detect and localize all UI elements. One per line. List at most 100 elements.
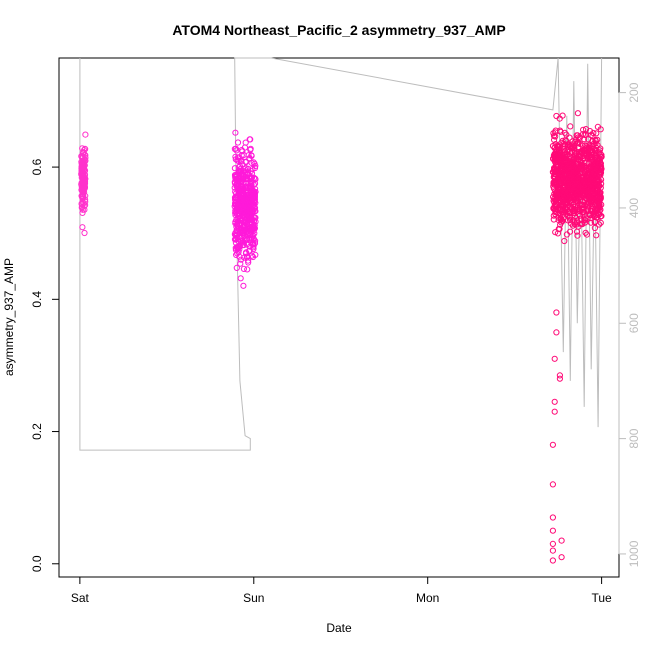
data-point bbox=[250, 227, 257, 234]
data-point bbox=[568, 141, 575, 148]
data-point bbox=[551, 408, 558, 415]
data-point bbox=[237, 260, 244, 267]
data-point bbox=[551, 398, 558, 405]
data-point bbox=[558, 139, 565, 146]
data-point bbox=[571, 208, 578, 215]
data-point bbox=[594, 136, 601, 143]
data-point bbox=[597, 213, 604, 220]
data-point bbox=[244, 228, 251, 235]
data-point bbox=[597, 168, 604, 176]
data-point bbox=[249, 208, 256, 215]
data-point bbox=[554, 154, 561, 161]
data-point bbox=[246, 155, 253, 162]
data-point bbox=[235, 168, 242, 176]
data-point bbox=[240, 282, 247, 289]
data-point bbox=[549, 547, 557, 554]
data-point bbox=[588, 184, 595, 191]
data-point bbox=[583, 231, 591, 238]
right-tick-label: 600 bbox=[627, 313, 641, 333]
data-point bbox=[81, 182, 88, 189]
data-point bbox=[82, 157, 89, 164]
data-point bbox=[237, 214, 244, 221]
data-point bbox=[573, 156, 580, 163]
x-axis-label: Date bbox=[326, 621, 352, 635]
data-point bbox=[593, 232, 600, 239]
data-point bbox=[569, 162, 576, 169]
data-point bbox=[553, 329, 560, 336]
right-axis: 200 400 600 800 1000 bbox=[618, 82, 641, 567]
data-point bbox=[232, 145, 239, 152]
data-point bbox=[571, 187, 578, 194]
data-point bbox=[552, 203, 559, 210]
data-point bbox=[240, 265, 247, 272]
y-axis-label: asymmetry_937_AMP bbox=[2, 258, 16, 376]
data-point bbox=[573, 132, 580, 139]
data-point bbox=[251, 196, 258, 203]
data-point bbox=[555, 166, 562, 173]
data-point bbox=[581, 219, 589, 226]
data-point bbox=[567, 228, 574, 235]
data-point bbox=[237, 275, 244, 282]
right-tick-label: 200 bbox=[627, 82, 641, 102]
data-point bbox=[559, 202, 566, 209]
plot-frame bbox=[58, 57, 620, 578]
data-point bbox=[235, 215, 242, 222]
data-point bbox=[581, 186, 588, 193]
data-point bbox=[239, 197, 246, 204]
data-point bbox=[245, 171, 252, 178]
data-point bbox=[81, 229, 88, 237]
data-point bbox=[231, 165, 238, 172]
data-point bbox=[237, 256, 245, 263]
data-point bbox=[598, 180, 605, 188]
data-point bbox=[552, 205, 559, 212]
data-point bbox=[560, 165, 567, 172]
data-point bbox=[232, 129, 239, 136]
data-point bbox=[80, 193, 87, 200]
data-point bbox=[565, 161, 572, 168]
data-point bbox=[567, 187, 574, 194]
data-point bbox=[587, 197, 595, 204]
data-point bbox=[250, 159, 257, 166]
data-point bbox=[231, 236, 239, 243]
data-point bbox=[250, 207, 257, 214]
data-point bbox=[549, 557, 557, 564]
data-point bbox=[557, 176, 564, 183]
data-point bbox=[576, 157, 584, 164]
data-point bbox=[592, 205, 599, 212]
data-point bbox=[82, 131, 89, 138]
data-point bbox=[559, 208, 566, 216]
data-point bbox=[577, 176, 584, 183]
data-point bbox=[235, 203, 242, 210]
data-point bbox=[550, 180, 557, 187]
data-point bbox=[594, 155, 601, 162]
data-point bbox=[244, 216, 251, 223]
data-point bbox=[232, 156, 239, 163]
data-point bbox=[567, 123, 574, 130]
data-point bbox=[558, 219, 565, 226]
data-point bbox=[550, 212, 557, 219]
data-point bbox=[549, 514, 557, 521]
data-point bbox=[598, 176, 605, 183]
data-point bbox=[247, 146, 254, 153]
data-point bbox=[252, 188, 259, 196]
data-point bbox=[574, 176, 581, 183]
data-point bbox=[581, 216, 588, 223]
data-point bbox=[558, 537, 565, 544]
data-point bbox=[581, 169, 589, 176]
data-point bbox=[251, 160, 258, 167]
data-point bbox=[566, 175, 573, 182]
data-point bbox=[246, 136, 253, 143]
data-point bbox=[232, 244, 239, 252]
data-point bbox=[597, 193, 604, 200]
data-point bbox=[591, 146, 598, 153]
data-point bbox=[590, 212, 597, 219]
data-point bbox=[591, 219, 598, 226]
data-point bbox=[241, 144, 249, 151]
data-point bbox=[79, 194, 86, 201]
data-point bbox=[553, 112, 560, 120]
data-point bbox=[251, 180, 259, 187]
data-point bbox=[597, 219, 604, 226]
data-point bbox=[79, 206, 86, 213]
data-point bbox=[232, 153, 239, 160]
